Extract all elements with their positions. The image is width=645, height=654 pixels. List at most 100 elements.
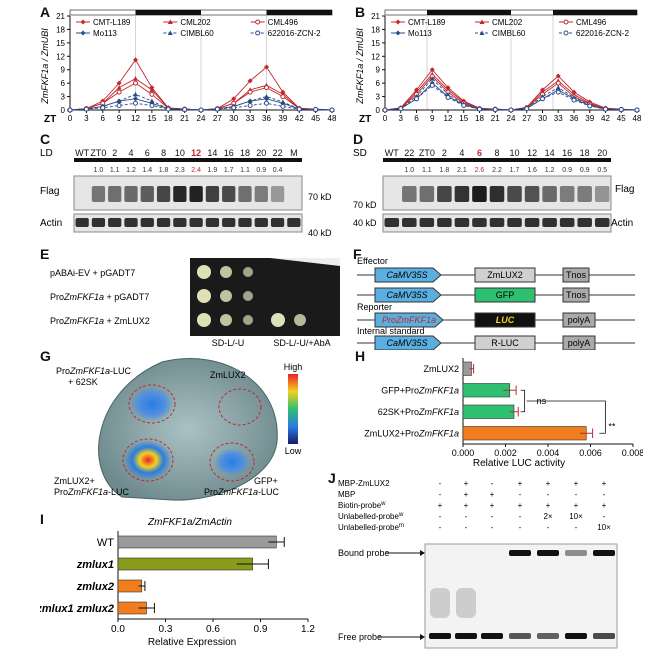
- actin-band: [254, 218, 268, 227]
- bar: [462, 404, 515, 419]
- bar: [117, 557, 253, 571]
- data-point: [429, 76, 435, 81]
- y1h-plate: [190, 258, 340, 336]
- blot-d-marker-40: 40 kD: [353, 218, 377, 228]
- bound-band: [565, 550, 587, 556]
- data-point: [429, 82, 435, 88]
- data-point: [116, 85, 122, 90]
- legend-entry: CML202: [180, 18, 211, 27]
- emsa-cell: -: [603, 512, 606, 521]
- band-ratio: 1.8: [159, 167, 169, 174]
- blot-c-marker-70: 70 kD: [308, 192, 332, 202]
- bar: [117, 535, 277, 549]
- emsa-cell: -: [603, 490, 606, 499]
- data-point: [116, 98, 122, 104]
- data-point: [555, 89, 561, 95]
- flag-band: [472, 186, 487, 202]
- yeast-spot: [197, 313, 211, 327]
- legend-marker: [80, 30, 86, 36]
- gfp-label: GFP: [496, 290, 515, 300]
- y-tick-label: 9: [61, 66, 66, 75]
- emsa-cell: +: [602, 501, 607, 510]
- band-ratio: 1.1: [110, 167, 120, 174]
- y-tick-label: 18: [56, 25, 65, 34]
- band-ratio: 0.9: [580, 167, 590, 174]
- emsa-cell: +: [464, 479, 469, 488]
- x-tick-label: 3: [399, 114, 404, 123]
- y1h-e: pABAi-EV + pGADT7 ProZmFKF1a + pGADT7 Pr…: [50, 258, 340, 348]
- leaf-label-br-2: ProZmFKF1a-LUC: [204, 487, 280, 497]
- x-tick-label: 27: [522, 114, 531, 123]
- x-tick-label: 48: [633, 114, 642, 123]
- data-point: [571, 97, 577, 103]
- blot-c-condition: LD: [40, 148, 53, 159]
- bound-band: [593, 550, 615, 556]
- emsa-cell: +: [546, 479, 551, 488]
- y1h-row-2: ProZmFKF1a + pGADT7: [50, 292, 149, 302]
- x-tick-label: 21: [491, 114, 500, 123]
- panel-label-c: C: [40, 131, 51, 147]
- category-label: zmlux1: [76, 559, 114, 571]
- flag-band: [524, 186, 540, 202]
- flag-band: [507, 186, 522, 202]
- data-point: [508, 107, 514, 113]
- actin-band: [173, 218, 187, 227]
- x-tick-label: 36: [262, 114, 271, 123]
- night-bar: [266, 10, 332, 15]
- flag-band: [454, 186, 470, 202]
- flag-band: [189, 186, 203, 202]
- data-point: [587, 103, 593, 109]
- band-ratio: 1.8: [440, 167, 450, 174]
- emsa-cell: -: [465, 512, 468, 521]
- actin-band: [507, 218, 522, 227]
- actin-band: [124, 218, 138, 227]
- data-point: [247, 89, 253, 95]
- actin-band: [594, 218, 610, 227]
- actin-band: [75, 218, 89, 227]
- lane-label: 8: [161, 148, 166, 158]
- x-tick-label: 9: [430, 114, 435, 123]
- camv35s-promoter-3: [374, 335, 442, 350]
- data-point: [555, 73, 561, 79]
- data-point: [214, 106, 220, 112]
- lane-label: 6: [145, 148, 150, 158]
- x-tick-label: 0.000: [452, 448, 475, 458]
- data-point: [477, 106, 482, 112]
- night-bar: [135, 10, 201, 15]
- lane-label: 4: [459, 148, 464, 158]
- leaf-label-br-1: GFP+: [254, 476, 278, 486]
- polya-label-1: polyA: [568, 315, 591, 325]
- leaf-label-bl-2: ProZmFKF1a-LUC: [54, 487, 130, 497]
- category-label: zmlux2: [76, 581, 114, 593]
- leaf-label-bl-1: ZmLUX2+: [54, 476, 95, 486]
- data-point: [149, 91, 155, 97]
- tnos-label-1: Tnos: [566, 270, 587, 280]
- data-point: [603, 106, 608, 112]
- flag-band: [254, 186, 268, 202]
- flag-band: [124, 186, 138, 202]
- x-tick-label: 0: [68, 114, 73, 123]
- category-label: ZmLUX2: [423, 364, 459, 374]
- emsa-cell: +: [546, 501, 551, 510]
- smear: [430, 588, 450, 618]
- data-point: [182, 107, 188, 113]
- x-tick-label: 0.0: [111, 624, 125, 635]
- x-tick-label: 48: [328, 114, 337, 123]
- chart-i-title: ZmFKF1a/ZmActin: [147, 517, 232, 528]
- y-tick-label: 15: [371, 39, 380, 48]
- legend-marker: [563, 30, 569, 36]
- legend-marker: [395, 30, 401, 36]
- free-band: [481, 633, 503, 639]
- data-point: [133, 80, 138, 86]
- actin-band: [437, 218, 452, 227]
- yeast-spot: [294, 314, 306, 326]
- y-tick-label: 12: [371, 52, 380, 61]
- leaf-label-tr: ZmLUX2: [210, 370, 246, 380]
- legend-marker: [255, 30, 261, 36]
- data-point: [540, 96, 545, 102]
- emsa-cell: +: [518, 479, 523, 488]
- lane-label: 6: [477, 148, 482, 158]
- emsa-cell: 2×: [543, 512, 552, 521]
- data-point: [247, 78, 253, 84]
